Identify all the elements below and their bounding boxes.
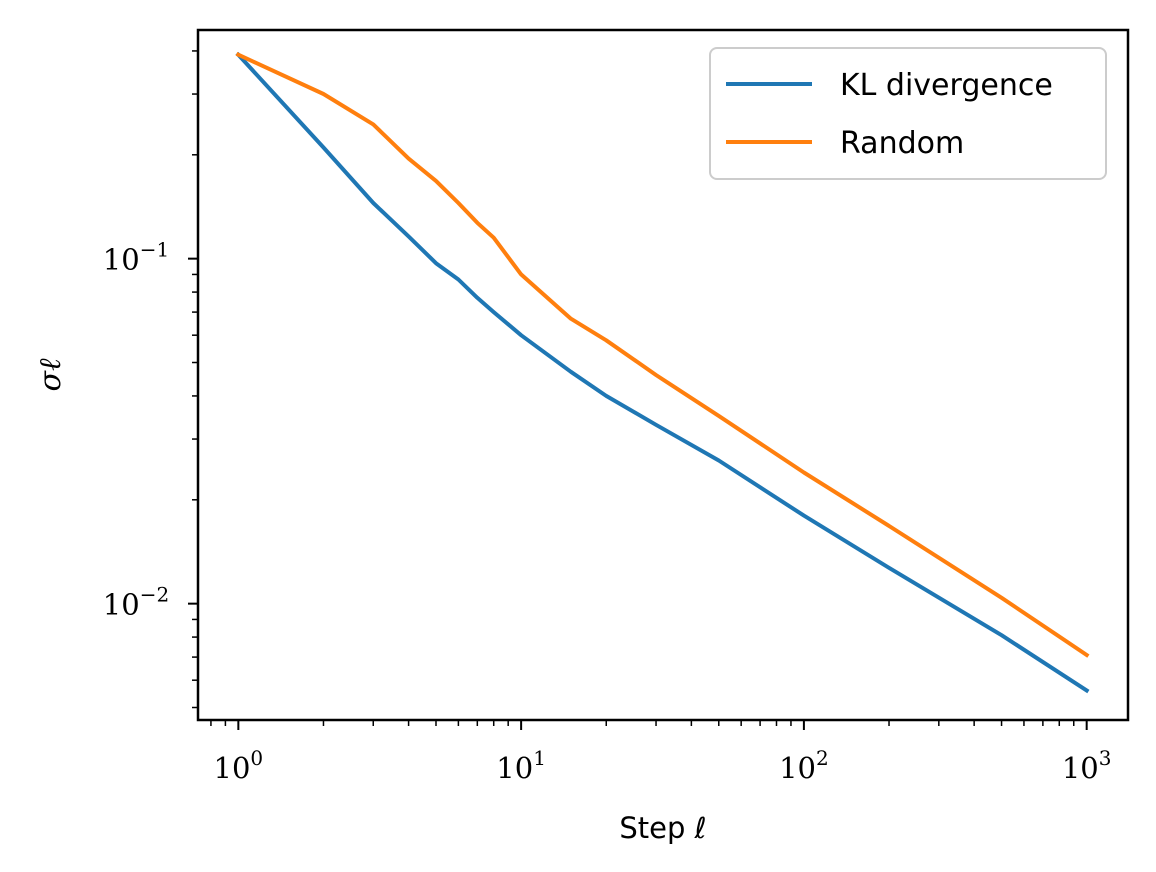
legend-label-random: Random [840,126,964,161]
legend: KL divergence Random [709,47,1107,180]
y-axis-ticks: 10−1 10−2 [103,50,198,709]
series-line-random [235,52,1090,658]
y-tick-label: 10−1 [103,238,169,277]
plot-frame [196,28,1130,722]
legend-box [709,47,1107,180]
series-line-kl-divergence [235,51,1090,694]
x-axis-ticks: 100 101 102 103 [210,720,1112,785]
y-axis-label: σℓ [33,358,68,391]
series-layer [235,51,1090,694]
x-axis-label: Step ℓ [619,811,706,845]
y-tick-label: 10−2 [103,583,169,622]
legend-label-kl-divergence: KL divergence [840,68,1053,103]
x-tick-label: 100 [214,746,264,785]
x-tick-label: 103 [1062,746,1112,785]
x-tick-label: 101 [496,746,546,785]
x-tick-label: 102 [779,746,829,785]
